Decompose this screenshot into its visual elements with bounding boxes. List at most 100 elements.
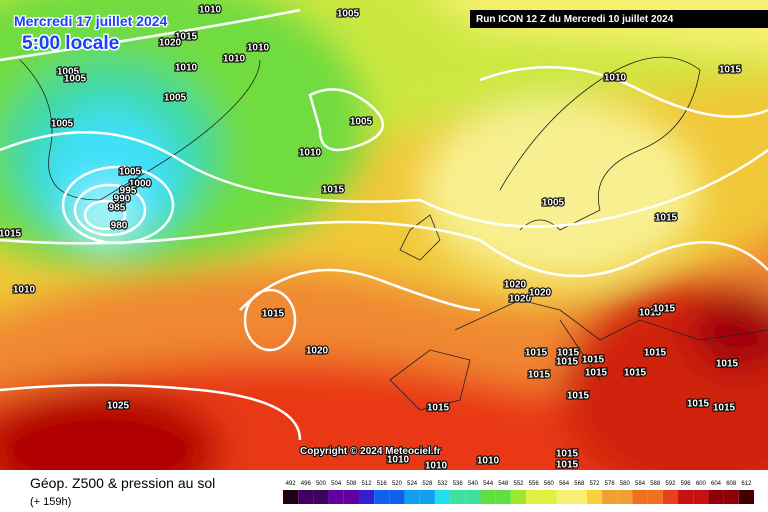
scale-label: 524 [407,481,418,487]
isobar-label: 1015 [644,348,667,359]
isobar-label: 995 [120,186,137,197]
isobar-label: 1015 [655,213,678,224]
scale-label: 508 [346,481,357,487]
isobars [0,8,768,441]
scale-label: 612 [741,481,752,487]
isobar-label: 1005 [57,67,80,78]
isobar-label: 1015 [624,368,647,379]
isobar-label: 1000 [129,179,152,190]
isobar-label: 1020 [306,346,329,357]
scale-swatch [434,490,451,504]
isobar-label: 1015 [653,304,676,315]
isobar-label: 1015 [556,449,579,460]
isobar-label: 1015 [713,403,736,414]
scale-label: 576 [605,481,616,487]
scale-swatch [617,490,633,504]
isobar-label: 1015 [585,368,608,379]
scale-swatch [723,490,739,504]
scale-label: 536 [453,481,464,487]
scale-label: 572 [589,481,600,487]
scale-label: 608 [726,481,737,487]
scale-swatch [571,490,587,504]
scale-swatch [602,490,618,504]
isobar-label: 1015 [719,65,742,76]
scale-swatch [738,490,754,504]
isobar-label: 1025 [107,401,130,412]
scale-swatch [495,490,511,504]
scale-label: 516 [377,481,388,487]
scale-swatch [632,490,648,504]
scale-label: 548 [498,481,509,487]
isobar-label: 985 [109,203,126,214]
scale-label: 544 [483,481,494,487]
scale-swatch [647,490,663,504]
scale-swatch [465,490,481,504]
copyright: Copyright © 2024 Meteociel.fr [300,446,441,457]
scale-swatch [693,490,709,504]
scale-swatch [678,490,694,504]
isobar-label: 1015 [175,32,198,43]
isobar-label: 1020 [509,294,532,305]
isobar-label: 1010 [13,285,36,296]
scale-swatch [313,490,329,504]
isobar-label: 1015 [528,370,551,381]
scale-label: 600 [696,481,707,487]
scale-label: 552 [513,481,524,487]
isobar-label: 1005 [51,119,74,130]
scale-label: 588 [650,481,661,487]
scale-label: 596 [681,481,692,487]
isobar-label: 1015 [582,355,605,366]
scale-swatch [541,490,557,504]
isobar-label: 1005 [119,167,142,178]
scale-swatch [298,490,314,504]
scale-swatch [374,490,390,504]
isobar-label: 1015 [262,309,285,320]
footer-lead: (+ 159h) [30,496,71,508]
scale-swatch [480,490,496,504]
scale-swatch [450,490,466,504]
isobar-label: 980 [111,221,128,232]
isobar-label: 1010 [223,54,246,65]
scale-label: 580 [620,481,631,487]
isobar-label: 1010 [299,148,322,159]
isobar-label: 1005 [64,74,87,85]
scale-swatch [662,490,679,504]
scale-label: 564 [559,481,570,487]
scale-swatch [389,490,405,504]
scale-swatch [328,490,344,504]
scale-label: 532 [438,481,449,487]
isobar-label: 1005 [164,93,187,104]
isobar-label: 1015 [639,308,662,319]
isobar-label: 1015 [716,359,739,370]
scale-label: 604 [711,481,722,487]
scale-label: 504 [331,481,342,487]
scale-swatch [419,490,435,504]
scale-label: 520 [392,481,403,487]
isobar-label: 1020 [529,288,552,299]
date: Mercredi 17 juillet 2024 [14,13,168,29]
isobar-label: 1015 [556,460,579,471]
isobar-label: 1010 [387,455,410,466]
scale-label: 500 [316,481,327,487]
isobar-label: 1015 [687,399,710,410]
scale-label: 592 [665,481,676,487]
scale-label: 568 [574,481,585,487]
color-scale: 492 496 500 504 508 512 516 520 524 528 532 536 540 5… [283,481,754,504]
isobar-label: 1010 [425,461,448,472]
time: 5:00 locale [22,33,119,54]
scale-label: 540 [468,481,479,487]
run-box [470,10,768,28]
scale-swatch [510,490,527,504]
scale-label: 528 [422,481,433,487]
isobar-label: 1005 [542,198,565,209]
scale-swatch [586,490,603,504]
isobar-label: 1015 [556,357,579,368]
isobar-label: 1015 [427,403,450,414]
isobar-label: 1015 [0,229,22,240]
isobar-label: 1005 [337,9,360,20]
isobar-label: 1010 [477,456,500,467]
isobar-label: 1015 [322,185,345,196]
scale-swatch [343,490,359,504]
